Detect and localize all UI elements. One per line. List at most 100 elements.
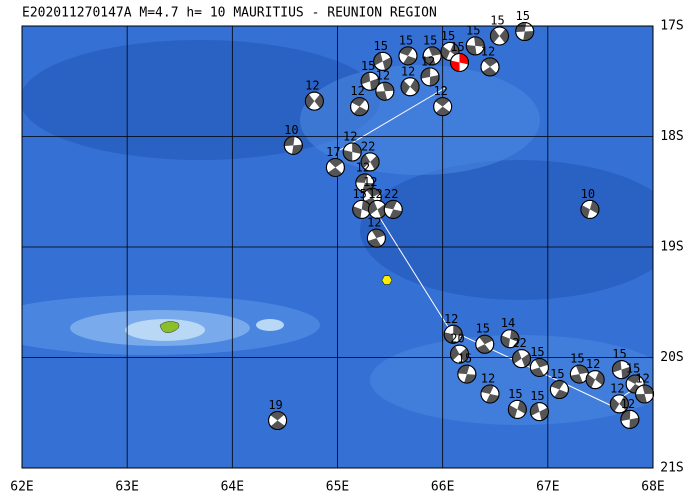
beachball-quadrant	[435, 97, 450, 116]
y-tick-label: 21S	[660, 461, 683, 476]
focal-mechanism	[465, 36, 485, 56]
depth-label: 22	[384, 187, 398, 201]
beachball-quadrant	[270, 411, 285, 430]
beachball-quadrant	[441, 43, 460, 60]
focal-mechanism	[449, 52, 469, 72]
beachball-outline	[283, 135, 303, 155]
beachball-quadrant	[450, 346, 469, 362]
beachball-outline	[609, 394, 629, 414]
depth-label: 12	[343, 129, 357, 143]
beachball-quadrant	[481, 384, 499, 403]
focal-mechanism	[585, 370, 605, 390]
focal-mechanism	[449, 344, 469, 364]
depth-label: 10	[581, 187, 595, 201]
beachball-quadrant	[373, 52, 392, 71]
focal-mechanism	[383, 199, 403, 219]
x-tick-label: 67E	[536, 480, 559, 495]
depth-label: 15	[530, 345, 544, 359]
focal-mechanism	[433, 97, 453, 117]
beachball-quadrant	[466, 36, 485, 55]
depth-label: 22	[512, 336, 526, 350]
beachball-quadrant	[580, 200, 599, 219]
beachball-outline	[449, 344, 469, 364]
depth-label: 12	[305, 79, 319, 93]
focal-mechanism	[507, 399, 527, 419]
depth-label: 12	[586, 357, 600, 371]
focal-mechanism	[366, 228, 386, 248]
depth-label: 12	[356, 160, 370, 174]
beachball-quadrant	[421, 67, 440, 86]
beachball-outline	[489, 26, 509, 46]
beachball-quadrant	[423, 46, 441, 65]
beachball-outline	[580, 199, 600, 219]
focal-mechanism	[480, 384, 500, 404]
focal-mechanism	[360, 152, 380, 172]
beachball-quadrant	[368, 201, 387, 218]
beachball-quadrant	[482, 57, 498, 76]
focal-mechanism	[609, 394, 629, 414]
focal-mechanism	[350, 97, 370, 117]
beachball-outline	[549, 380, 569, 400]
map-title: E202011270147A M=4.7 h= 10 MAURITIUS - R…	[22, 6, 437, 21]
depth-label: 15	[626, 362, 640, 376]
beachball-outline	[268, 410, 288, 430]
focal-mechanism	[375, 81, 395, 101]
beachball-outline	[420, 67, 440, 87]
beachball-outline	[360, 71, 380, 91]
beachball-quadrant	[515, 22, 534, 41]
focal-mechanism	[283, 135, 303, 155]
depth-label: 15	[399, 33, 413, 47]
focal-mechanism	[500, 329, 520, 349]
depth-label: 15	[352, 187, 366, 201]
beachball-quadrant	[635, 384, 654, 403]
depth-label: 17	[326, 145, 340, 159]
beachball-quadrant	[375, 82, 394, 101]
depth-label: 12	[350, 84, 364, 98]
focal-mechanism	[512, 349, 532, 369]
focal-mechanism	[367, 199, 387, 219]
focal-mechanism	[440, 41, 460, 61]
depth-label: 12	[421, 54, 435, 68]
beachball-quadrant	[351, 97, 368, 116]
depth-label: 15	[450, 40, 464, 54]
beachball-quadrant	[530, 402, 549, 421]
x-tick-label: 65E	[326, 480, 349, 495]
beachball-outline	[383, 199, 403, 219]
beachball-quadrant	[305, 94, 324, 109]
depth-label: 12	[363, 175, 377, 189]
beachball-quadrant	[343, 142, 362, 162]
x-tick-label: 68E	[641, 480, 664, 495]
depth-label: 15	[508, 387, 522, 401]
beachball-outline	[360, 152, 380, 172]
beachball-outline	[515, 22, 535, 42]
beachball-outline	[443, 324, 463, 344]
x-tick-label: 63E	[115, 480, 138, 495]
beachball-quadrant	[450, 53, 469, 72]
focal-mechanism	[620, 409, 640, 429]
focal-mechanism	[635, 384, 655, 404]
depth-label: 15	[515, 9, 529, 23]
beachball-outline	[480, 57, 500, 77]
beachball-outline	[350, 97, 370, 117]
focal-mechanism	[443, 324, 463, 344]
beachball-outline	[457, 364, 477, 384]
focal-mechanism	[325, 157, 345, 177]
depth-label: 15	[490, 13, 504, 27]
depth-label: 22	[361, 139, 375, 153]
beachball-outline	[366, 228, 386, 248]
y-tick-label: 17S	[660, 19, 683, 34]
beachball-quadrant	[328, 158, 343, 177]
beachball-outline	[465, 36, 485, 56]
focal-mechanism	[489, 26, 509, 46]
focal-mechanism	[398, 46, 418, 66]
depth-label: 19	[268, 398, 282, 412]
depth-label: 12	[610, 381, 624, 395]
beachball-quadrant	[512, 350, 531, 367]
focal-mechanism	[549, 380, 569, 400]
depth-label: 15	[466, 23, 480, 37]
beachball-quadrant	[457, 365, 476, 384]
depth-label: 12	[368, 187, 382, 201]
beachball-outline	[635, 384, 655, 404]
beachball-quadrant	[284, 136, 303, 155]
